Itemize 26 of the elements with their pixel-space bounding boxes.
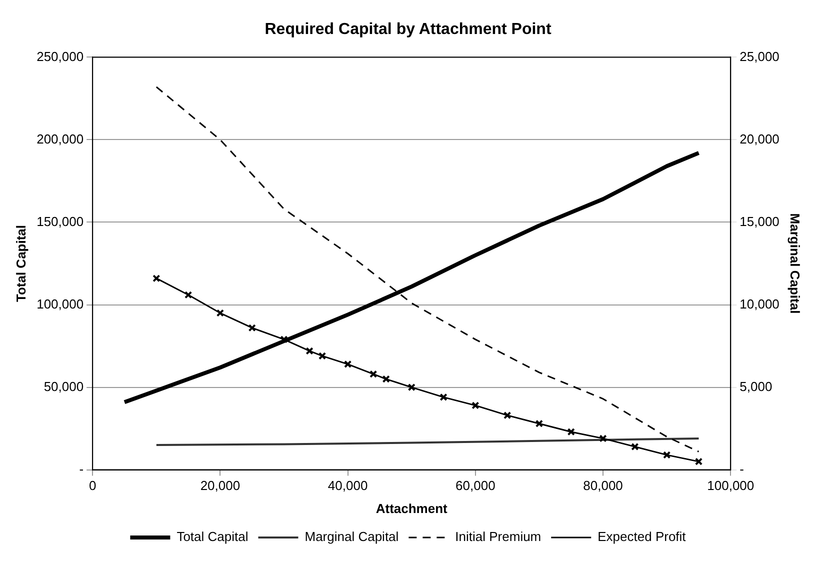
x-tick-label: 20,000 (200, 478, 240, 494)
x-tick-label: 0 (88, 478, 96, 494)
legend-label: Expected Profit (598, 529, 686, 544)
y-tick-label: - (79, 461, 84, 476)
y-tick-label: 50,000 (44, 378, 84, 394)
y-tick-label: 150,000 (36, 214, 84, 229)
y2-tick-label: 25,000 (740, 48, 780, 64)
legend-label: Initial Premium (455, 529, 542, 544)
y2-tick-label: 15,000 (740, 214, 780, 229)
y2-tick-label: - (740, 461, 744, 476)
x-tick-label: 40,000 (328, 478, 368, 494)
x-tick-label: 80,000 (583, 478, 623, 494)
y2-tick-label: 5,000 (740, 378, 772, 394)
x-tick-label: 60,000 (456, 478, 496, 494)
y-tick-label: 250,000 (36, 48, 84, 64)
legend-label: Marginal Capital (304, 529, 399, 544)
chart-title: Required Capital by Attachment Point (264, 21, 552, 38)
legend-label: Total Capital (176, 529, 248, 544)
y2-tick-label: 20,000 (740, 131, 780, 146)
y-axis-title: Total Capital (13, 224, 28, 302)
y2-tick-label: 10,000 (740, 296, 780, 312)
y-tick-label: 200,000 (36, 131, 84, 146)
x-tick-label: 100,000 (707, 478, 754, 494)
y2-axis-title: Marginal Capital (788, 213, 803, 314)
y-tick-label: 100,000 (36, 296, 84, 312)
x-axis-title: Attachment (376, 500, 448, 516)
